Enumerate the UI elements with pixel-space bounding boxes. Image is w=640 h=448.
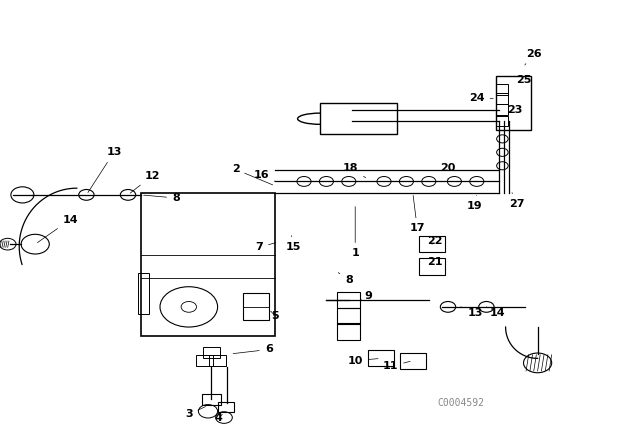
Bar: [419, 258, 445, 275]
Text: 22: 22: [428, 236, 443, 246]
Text: 14: 14: [486, 307, 506, 318]
Bar: [496, 76, 531, 130]
Text: 8: 8: [143, 193, 180, 203]
Text: 4: 4: [215, 414, 223, 423]
Text: 9: 9: [360, 291, 372, 301]
Bar: [400, 353, 426, 369]
Text: 2: 2: [232, 164, 273, 185]
Bar: [209, 355, 226, 366]
Bar: [138, 273, 149, 314]
Text: 21: 21: [428, 257, 443, 267]
Text: 7: 7: [255, 242, 276, 252]
Bar: [337, 292, 360, 308]
Text: 3: 3: [185, 407, 205, 419]
Bar: [218, 402, 234, 412]
Text: 10: 10: [348, 356, 378, 366]
Text: 26: 26: [525, 49, 542, 65]
Text: 25: 25: [516, 75, 531, 85]
Bar: [196, 355, 213, 366]
Bar: [337, 308, 360, 324]
Bar: [368, 350, 394, 366]
Bar: [496, 116, 508, 126]
Bar: [496, 93, 508, 104]
Text: 13: 13: [88, 147, 122, 193]
Text: 6: 6: [233, 345, 273, 354]
Bar: [202, 394, 221, 405]
Bar: [496, 104, 508, 115]
Text: 1: 1: [351, 207, 359, 258]
Text: 8: 8: [339, 273, 353, 285]
Bar: [496, 84, 508, 95]
Text: 19: 19: [467, 195, 483, 211]
Text: 18: 18: [343, 163, 365, 178]
Text: 14: 14: [38, 215, 78, 242]
Bar: [203, 347, 220, 358]
Text: C0004592: C0004592: [437, 398, 484, 408]
Bar: [141, 193, 275, 336]
Text: 17: 17: [410, 195, 425, 233]
Text: 23: 23: [508, 105, 523, 115]
Bar: [243, 293, 269, 320]
Text: 16: 16: [253, 170, 275, 181]
Text: 24: 24: [469, 93, 493, 103]
Bar: [337, 323, 360, 340]
Text: 27: 27: [509, 193, 525, 209]
Text: 13: 13: [461, 307, 483, 318]
Text: 12: 12: [130, 171, 160, 193]
Text: 11: 11: [383, 362, 410, 371]
Bar: [320, 103, 397, 134]
Bar: [419, 236, 445, 252]
Text: 15: 15: [285, 236, 301, 252]
Text: 20: 20: [440, 163, 456, 179]
Text: 5: 5: [271, 311, 279, 321]
